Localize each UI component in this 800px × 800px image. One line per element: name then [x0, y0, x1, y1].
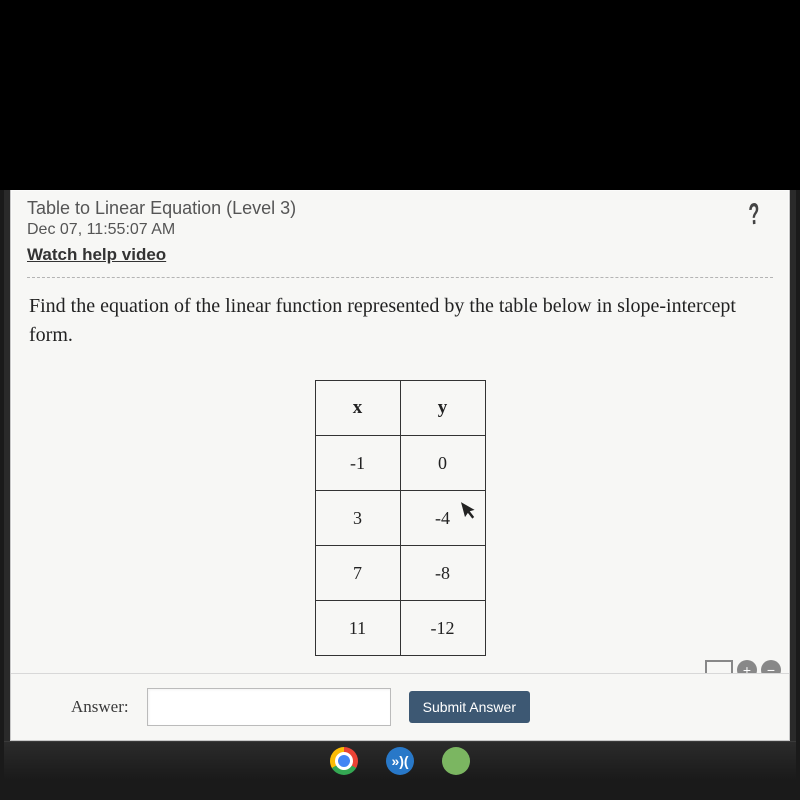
timestamp: Dec 07, 11:55:07 AM [27, 221, 296, 239]
table-container: x y -1 0 3 -4 7 -8 11 -12 [11, 380, 789, 656]
table-row: 11 -12 [315, 601, 485, 656]
table-row: 3 -4 [315, 491, 485, 546]
monitor-frame: Table to Linear Equation (Level 3) Dec 0… [4, 190, 796, 780]
col-header-x: x [315, 381, 400, 436]
table-header-row: x y [315, 381, 485, 436]
chrome-icon[interactable] [330, 747, 358, 775]
divider [27, 277, 773, 278]
cell-y: -12 [400, 601, 485, 656]
col-header-y: y [400, 381, 485, 436]
question-prompt: Find the equation of the linear function… [11, 292, 777, 350]
cell-y: -8 [400, 546, 485, 601]
table-row: 7 -8 [315, 546, 485, 601]
letterbox-top [0, 0, 800, 190]
header: Table to Linear Equation (Level 3) Dec 0… [11, 190, 789, 271]
answer-label: Answer: [71, 697, 129, 717]
help-icon[interactable]: ? [747, 197, 760, 232]
xy-table: x y -1 0 3 -4 7 -8 11 -12 [315, 380, 486, 656]
watch-help-link[interactable]: Watch help video [27, 245, 166, 265]
answer-input[interactable] [147, 688, 391, 726]
answer-bar: Answer: Submit Answer [11, 673, 789, 740]
app-green-icon[interactable] [442, 747, 470, 775]
table-row: -1 0 [315, 436, 485, 491]
cell-x: 7 [315, 546, 400, 601]
taskbar: »)( [4, 741, 796, 780]
lesson-title: Table to Linear Equation (Level 3) [27, 198, 296, 219]
cell-x: 3 [315, 491, 400, 546]
cell-y: 0 [400, 436, 485, 491]
cell-x: 11 [315, 601, 400, 656]
app-blue-icon[interactable]: »)( [386, 747, 414, 775]
cell-x: -1 [315, 436, 400, 491]
submit-button[interactable]: Submit Answer [409, 691, 530, 723]
app-window: Table to Linear Equation (Level 3) Dec 0… [10, 190, 790, 741]
